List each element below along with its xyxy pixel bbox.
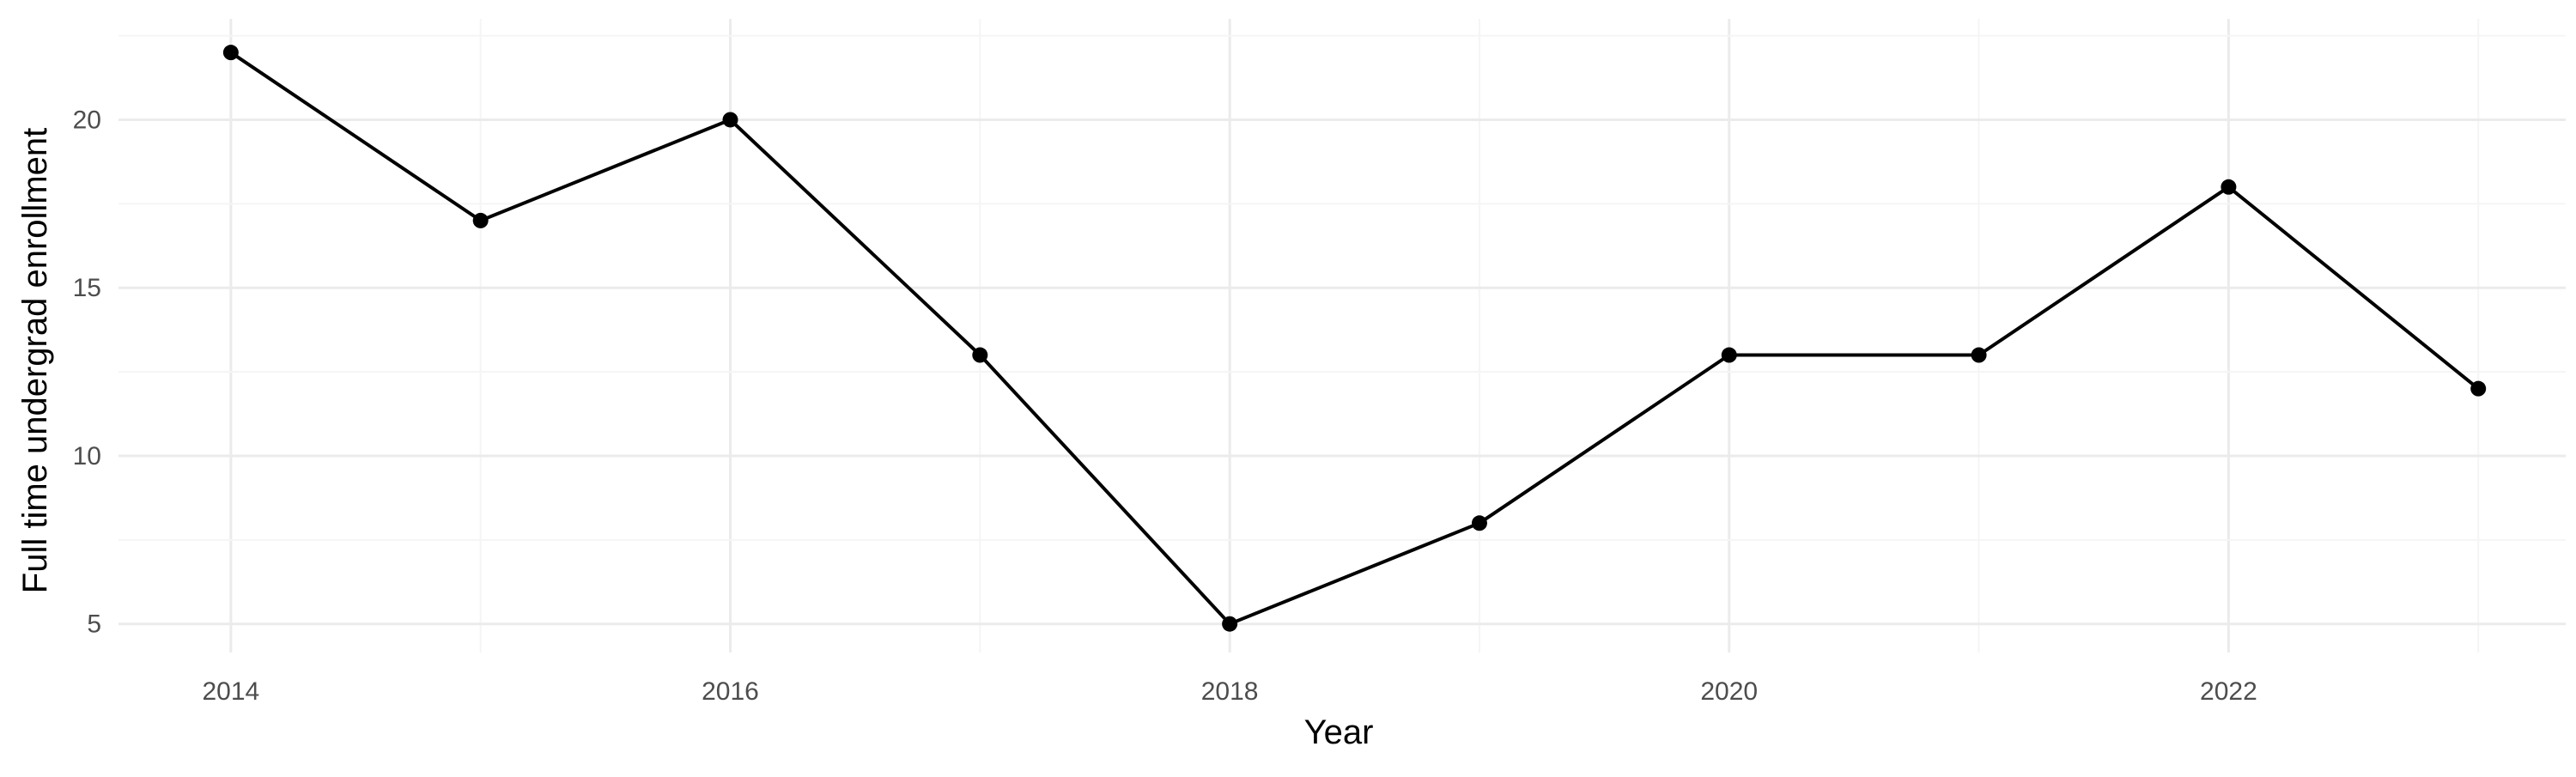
data-point-2019 <box>1471 515 1487 531</box>
x-axis-title: Year <box>1304 713 1374 751</box>
x-tick-label-2014: 2014 <box>202 677 259 706</box>
y-axis-tick-labels: 5 10 15 20 <box>73 106 101 638</box>
data-point-2020 <box>1721 347 1737 363</box>
series-layer <box>222 45 2487 632</box>
data-point-2021 <box>1971 347 1987 363</box>
data-point-2023 <box>2470 380 2487 397</box>
x-tick-label-2022: 2022 <box>2200 677 2257 706</box>
y-tick-label-10: 10 <box>73 442 101 470</box>
y-tick-label-5: 5 <box>87 610 101 639</box>
x-tick-label-2018: 2018 <box>1201 677 1259 706</box>
data-point-2022 <box>2221 179 2237 195</box>
y-tick-label-15: 15 <box>73 274 101 302</box>
series-line <box>228 51 2481 626</box>
x-axis-tick-labels: 2014 2016 2018 2020 2022 <box>202 677 2257 706</box>
x-tick-label-2016: 2016 <box>702 677 759 706</box>
data-point-2014 <box>222 45 239 61</box>
data-point-2018 <box>1222 616 1238 632</box>
y-axis-title: Full time undergrad enrollment <box>16 128 54 593</box>
data-point-2015 <box>472 212 489 228</box>
y-tick-label-20: 20 <box>73 106 101 134</box>
data-point-2017 <box>972 347 988 363</box>
x-tick-label-2020: 2020 <box>1700 677 1758 706</box>
grid-lines <box>118 19 2566 653</box>
data-point-2016 <box>722 112 738 128</box>
